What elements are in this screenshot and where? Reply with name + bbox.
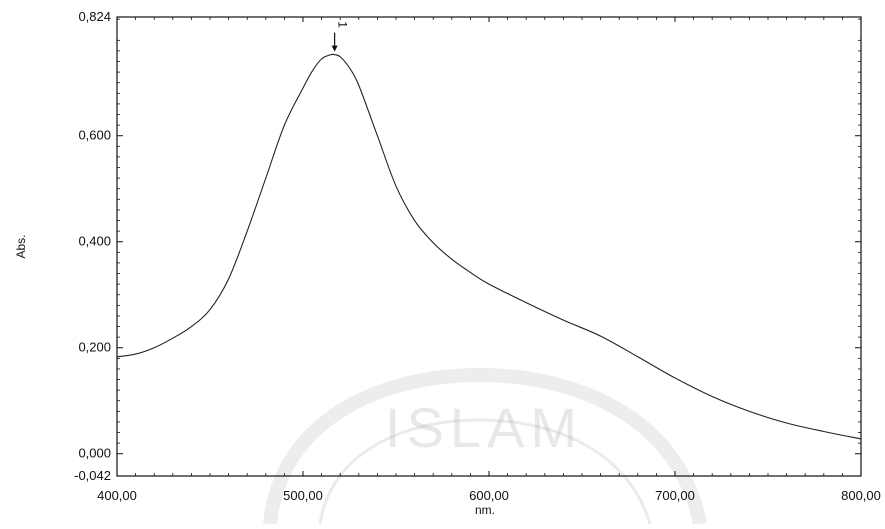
- y-tick-label: 0,400: [78, 234, 111, 249]
- absorbance-series-line: [116, 53, 862, 440]
- y-axis-label: Abs.: [14, 234, 28, 258]
- peak-marker-label: 1: [336, 21, 350, 28]
- x-axis-label: nm.: [475, 503, 495, 517]
- x-tick-label: 700,00: [655, 488, 695, 503]
- plot-layer: 400,00 500,00 600,00 700,00 800,00 0,824 0,600…: [14, 9, 881, 517]
- y-tick-label: -0,042: [74, 468, 111, 483]
- y-tick-label: 0,000: [78, 446, 111, 461]
- x-tick-label: 800,00: [841, 488, 881, 503]
- y-tick-label: 0,824: [78, 9, 111, 24]
- y-tick-label: 0,600: [78, 128, 111, 143]
- x-tick-label: 500,00: [283, 488, 323, 503]
- watermark-text: ISLAM: [385, 396, 583, 459]
- watermark-outer-arc: [263, 367, 707, 526]
- watermark-emblem: ISLAM: [263, 367, 707, 526]
- y-tick-label: 0,200: [78, 340, 111, 355]
- peak-marker-arrow-head: [331, 45, 338, 52]
- x-tick-label: 600,00: [469, 488, 509, 503]
- watermark-inner-arc: [318, 418, 652, 525]
- x-tick-label: 400,00: [97, 488, 137, 503]
